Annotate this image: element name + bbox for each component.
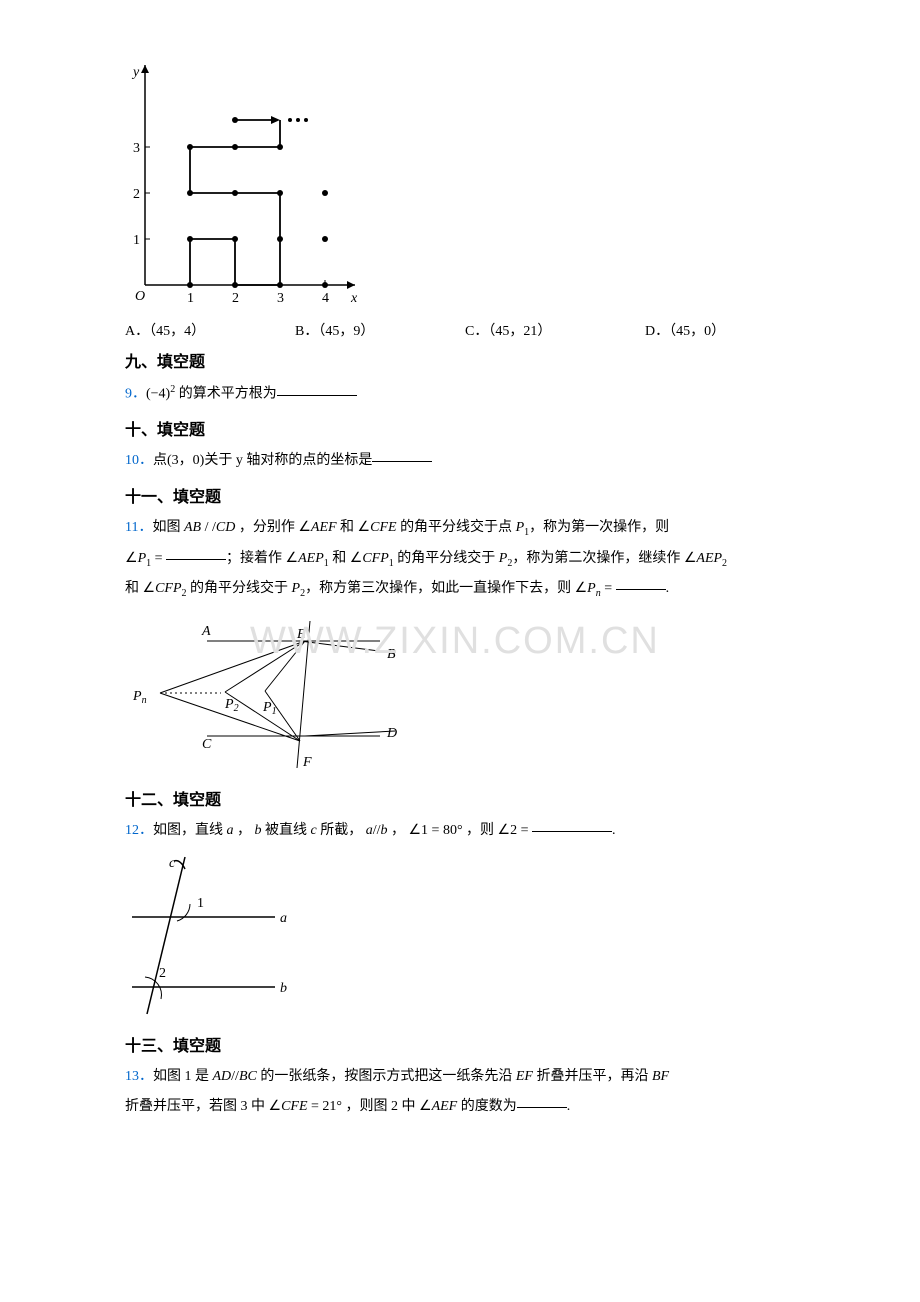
- svg-text:2: 2: [232, 291, 239, 306]
- q9-expr: (−4): [146, 387, 170, 402]
- section-10-heading: 十、填空题: [125, 416, 795, 440]
- svg-text:3: 3: [133, 141, 140, 156]
- q11-number: 11．: [125, 520, 152, 535]
- question-11-line3: 和 ∠CFP2 的角平分线交于 P2，称方第三次操作，如此一直操作下去，则 ∠P…: [125, 576, 795, 603]
- diagram-angle-bisectors: A E B Pn P2 P1 C F D: [125, 613, 795, 778]
- q10-text: 点(3，0)关于 y 轴对称的点的坐标是: [153, 453, 372, 468]
- svg-text:4: 4: [322, 291, 329, 306]
- diagram-spiral-path: O 1 2 3 4 1 2 3 x y: [125, 60, 795, 315]
- svg-text:y: y: [131, 65, 140, 80]
- question-10: 10．点(3，0)关于 y 轴对称的点的坐标是: [125, 448, 795, 475]
- section-11-heading: 十一、填空题: [125, 483, 795, 507]
- q9-blank: [277, 395, 357, 396]
- svg-text:D: D: [386, 726, 397, 741]
- svg-text:P1: P1: [262, 700, 277, 717]
- svg-text:1: 1: [187, 291, 194, 306]
- question-13-line2: 折叠并压平，若图 3 中 ∠CFE = 21° ，则图 2 中 ∠AEF 的度数…: [125, 1094, 795, 1121]
- q12-blank: [532, 831, 612, 832]
- q13-number: 13．: [125, 1069, 153, 1084]
- svg-text:a: a: [280, 911, 287, 926]
- q9-text: 的算术平方根为: [175, 387, 277, 402]
- option-d: （45，0）: [669, 324, 725, 339]
- q11-blank1: [166, 559, 226, 560]
- question-11-line1: 11．如图 AB / /CD ，分别作 ∠AEF 和 ∠CFE 的角平分线交于点…: [125, 515, 795, 542]
- svg-text:A: A: [201, 624, 211, 639]
- option-a: （45，4）: [149, 324, 205, 339]
- section-12-heading: 十二、填空题: [125, 786, 795, 810]
- question-9: 9．(−4)2 的算术平方根为: [125, 380, 795, 408]
- q13-blank: [517, 1107, 567, 1108]
- svg-text:c: c: [169, 856, 176, 871]
- q9-number: 9．: [125, 387, 146, 402]
- svg-text:3: 3: [277, 291, 284, 306]
- svg-text:O: O: [135, 289, 145, 304]
- svg-text:B: B: [387, 647, 396, 662]
- question-13-line1: 13．如图 1 是 AD//BC 的一张纸条，按图示方式把这一纸条先沿 EF 折…: [125, 1064, 795, 1091]
- svg-text:2: 2: [133, 187, 140, 202]
- q11-blank2: [616, 589, 666, 590]
- question-12: 12．如图，直线 a ， b 被直线 c 所截， a//b ， ∠1 = 80°…: [125, 818, 795, 845]
- section-13-heading: 十三、填空题: [125, 1032, 795, 1056]
- option-b: （45，9）: [318, 324, 374, 339]
- svg-text:x: x: [350, 291, 358, 306]
- option-c: （45，21）: [488, 324, 551, 339]
- svg-text:Pn: Pn: [132, 689, 147, 706]
- svg-text:C: C: [202, 737, 212, 752]
- svg-text:1: 1: [133, 233, 140, 248]
- section-9-heading: 九、填空题: [125, 348, 795, 372]
- svg-text:2: 2: [159, 966, 166, 981]
- question-11-line2: ∠P1 = ；接着作 ∠AEP1 和 ∠CFP1 的角平分线交于 P2，称为第二…: [125, 546, 795, 573]
- svg-text:E: E: [296, 627, 306, 642]
- q10-blank: [372, 461, 432, 462]
- diagram-parallel-transversal: c 1 a 2 b: [125, 849, 795, 1024]
- svg-text:F: F: [302, 755, 312, 770]
- q8-options: A．（45，4） B．（45，9） C．（45，21） D．（45，0）: [125, 320, 795, 340]
- svg-text:1: 1: [197, 896, 204, 911]
- q10-number: 10．: [125, 453, 153, 468]
- q12-number: 12．: [125, 823, 153, 838]
- svg-text:b: b: [280, 981, 287, 996]
